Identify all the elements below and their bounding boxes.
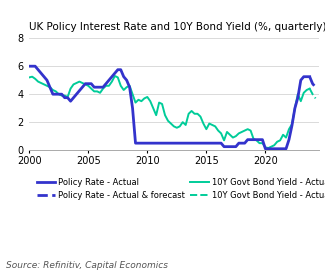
Legend: Policy Rate - Actual, Policy Rate - Actual & forecast, 10Y Govt Bond Yield - Act: Policy Rate - Actual, Policy Rate - Actu…	[33, 174, 325, 203]
Text: Source: Refinitiv, Capital Economics: Source: Refinitiv, Capital Economics	[6, 261, 168, 270]
Title: UK Policy Interest Rate and 10Y Bond Yield (%, quarterly): UK Policy Interest Rate and 10Y Bond Yie…	[29, 22, 325, 32]
